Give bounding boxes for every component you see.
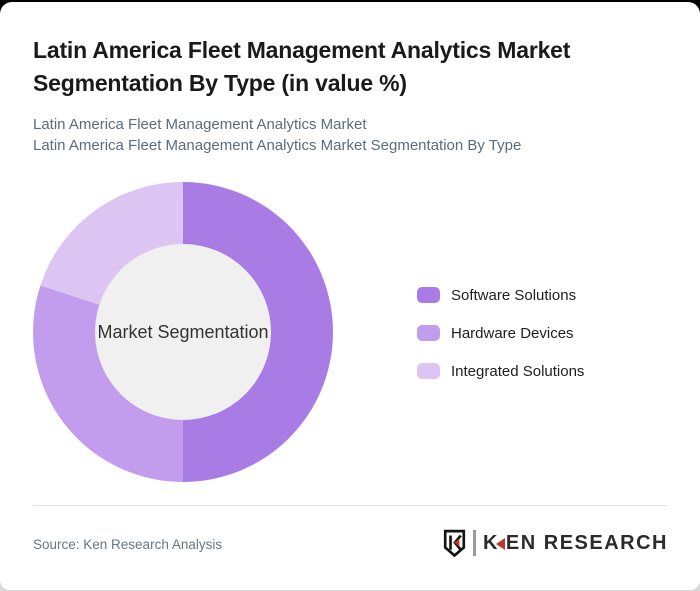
- logo-separator: [472, 530, 476, 556]
- logo-wordmark-rest: EN RESEARCH: [505, 531, 668, 554]
- legend-swatch-software-solutions: [417, 287, 440, 303]
- legend-swatch-hardware-devices: [417, 325, 440, 341]
- chart-subtitles: Latin America Fleet Management Analytics…: [33, 114, 521, 156]
- donut-center-label: Market Segmentation: [97, 321, 269, 342]
- legend-item-integrated-solutions: Integrated Solutions: [417, 362, 585, 380]
- legend-label: Hardware Devices: [451, 324, 574, 342]
- chart-legend: Software Solutions Hardware Devices Inte…: [417, 286, 585, 380]
- legend-label: Software Solutions: [451, 286, 577, 304]
- source-note: Source: Ken Research Analysis: [33, 537, 223, 552]
- logo-wordmark-k: K: [482, 531, 499, 554]
- ken-research-shield-icon: [443, 529, 466, 557]
- legend-swatch-integrated-solutions: [417, 363, 440, 379]
- logo-wordmark: K EN RESEARCH: [483, 532, 668, 555]
- legend-item-hardware-devices: Hardware Devices: [417, 324, 584, 342]
- logo-red-triangle-icon: [495, 538, 505, 550]
- donut-chart: Market Segmentation: [33, 182, 333, 482]
- page-title: Latin America Fleet Management Analytics…: [33, 34, 570, 100]
- page-title-line1: Latin America Fleet Management Analytics…: [33, 37, 571, 63]
- page-title-line2: Segmentation By Type (in value %): [33, 70, 407, 96]
- footer-divider: [33, 505, 667, 506]
- subtitle-line1: Latin America Fleet Management Analytics…: [33, 116, 367, 133]
- ken-research-logo: K EN RESEARCH: [443, 528, 668, 558]
- subtitle-line2: Latin America Fleet Management Analytics…: [33, 137, 522, 154]
- donut-hole: Market Segmentation: [95, 244, 271, 420]
- legend-item-software-solutions: Software Solutions: [417, 286, 584, 304]
- legend-label: Integrated Solutions: [451, 362, 585, 380]
